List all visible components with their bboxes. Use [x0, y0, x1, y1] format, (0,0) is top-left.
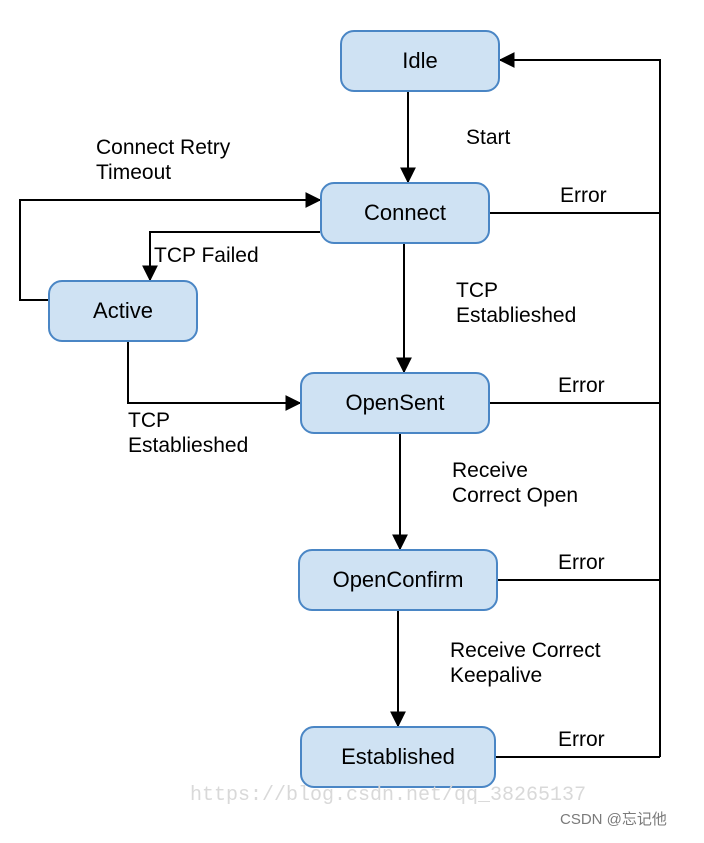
node-idle: Idle — [340, 30, 500, 92]
node-label: Active — [93, 298, 153, 324]
label-tcp-est-1: TCP Establieshed — [456, 278, 576, 328]
label-start: Start — [466, 125, 510, 150]
label-tcp-est-2: TCP Establieshed — [128, 408, 248, 458]
label-error-4: Error — [558, 727, 605, 752]
edge-active-opensent — [128, 342, 300, 403]
node-established: Established — [300, 726, 496, 788]
node-label: OpenConfirm — [333, 567, 464, 593]
label-error-3: Error — [558, 550, 605, 575]
label-receive-open: Receive Correct Open — [452, 458, 578, 508]
watermark-text: https://blog.csdn.net/qq_38265137 — [190, 784, 586, 807]
label-receive-keepalive: Receive Correct Keepalive — [450, 638, 601, 688]
node-label: Connect — [364, 200, 446, 226]
label-connect-retry: Connect Retry Timeout — [96, 135, 230, 185]
label-error-2: Error — [558, 373, 605, 398]
node-opensent: OpenSent — [300, 372, 490, 434]
attribution-text: CSDN @忘记他 — [560, 808, 667, 829]
node-openconfirm: OpenConfirm — [298, 549, 498, 611]
node-label: Idle — [402, 48, 437, 74]
node-active: Active — [48, 280, 198, 342]
node-label: Established — [341, 744, 455, 770]
node-label: OpenSent — [345, 390, 444, 416]
node-connect: Connect — [320, 182, 490, 244]
label-tcp-failed: TCP Failed — [154, 243, 259, 268]
label-error-1: Error — [560, 183, 607, 208]
state-diagram: Idle Connect OpenSent OpenConfirm Establ… — [0, 0, 704, 843]
